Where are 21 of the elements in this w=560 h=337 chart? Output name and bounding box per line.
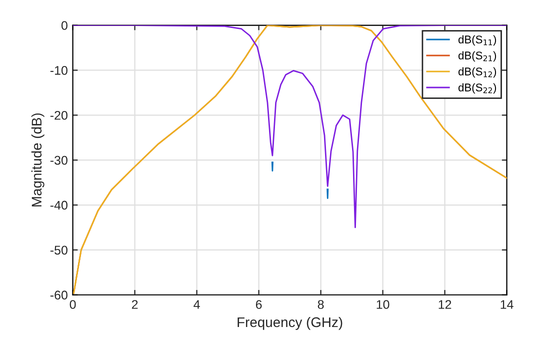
x-tick-label: 12 [438, 300, 452, 309]
y-tick-label: -20 [50, 110, 68, 120]
y-tick-label: -60 [50, 290, 68, 300]
y-tick-label: -10 [50, 66, 68, 75]
x-tick-label: 6 [256, 300, 262, 309]
y-tick-label: -50 [50, 246, 68, 255]
y-axis-title: Magnitude (dB) [31, 113, 44, 206]
legend-label: dB(S$_{22}$) [458, 83, 496, 94]
y-tick-label: -30 [50, 156, 68, 165]
x-tick-label: 10 [376, 300, 390, 309]
x-tick-label: 0 [70, 300, 76, 309]
y-tick-label: -40 [50, 200, 68, 210]
x-axis-title: Frequency (GHz) [238, 316, 342, 330]
legend-label: dB(S$_{21}$) [458, 51, 496, 62]
x-tick-label: 8 [318, 300, 324, 309]
y-tick-label: 0 [61, 21, 68, 30]
x-tick-label: 14 [500, 300, 514, 309]
legend-label: dB(S$_{12}$) [458, 67, 496, 78]
legend-label: dB(S$_{11}$) [458, 35, 496, 46]
x-tick-label: 2 [132, 300, 138, 309]
x-tick-label: 4 [194, 300, 200, 309]
